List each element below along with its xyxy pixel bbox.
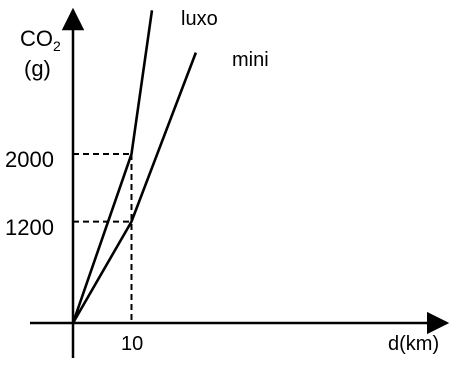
y-axis-unit: (g)	[24, 56, 51, 81]
series-label-luxo: luxo	[181, 8, 218, 30]
series-line-luxo	[71, 10, 154, 324]
y-axis-label-subscript: 2	[53, 38, 61, 54]
x-axis-label: d(km)	[388, 333, 439, 355]
series-label-mini: mini	[232, 49, 269, 71]
y-tick-label-2000: 2000	[5, 147, 54, 172]
series-line-mini	[71, 52, 198, 324]
guide-lines	[73, 153, 133, 323]
x-tick-label-10: 10	[121, 333, 143, 355]
y-tick-label-1200: 1200	[5, 215, 54, 240]
y-axis-label: CO2	[20, 26, 61, 54]
series-lines	[71, 10, 198, 324]
